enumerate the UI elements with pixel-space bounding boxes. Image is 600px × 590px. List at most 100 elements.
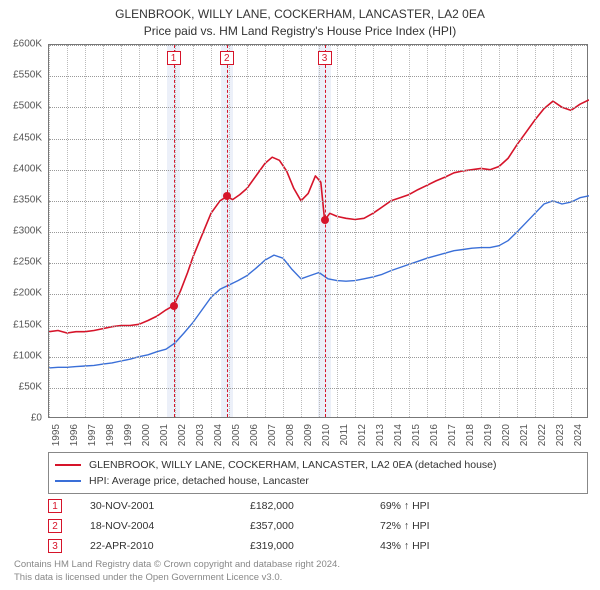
gridline-v	[427, 45, 428, 417]
event-number-box: 3	[48, 539, 62, 553]
x-tick-label: 2010	[321, 424, 332, 446]
gridline-h	[49, 201, 587, 202]
x-tick-label: 2009	[303, 424, 314, 446]
gridline-v	[67, 45, 68, 417]
event-date: 18-NOV-2004	[90, 520, 250, 532]
x-tick-label: 2013	[375, 424, 386, 446]
x-tick-label: 2018	[465, 424, 476, 446]
gridline-h	[49, 294, 587, 295]
gridline-h	[49, 326, 587, 327]
x-tick-label: 2019	[483, 424, 494, 446]
x-tick-label: 2003	[195, 424, 206, 446]
title-block: GLENBROOK, WILLY LANE, COCKERHAM, LANCAS…	[0, 0, 600, 40]
footer-line-2: This data is licensed under the Open Gov…	[14, 572, 340, 584]
event-pct-vs-hpi: 72% ↑ HPI	[380, 520, 588, 532]
x-tick-label: 1996	[69, 424, 80, 446]
x-tick-label: 2015	[411, 424, 422, 446]
event-number-box: 1	[48, 499, 62, 513]
chart-container: GLENBROOK, WILLY LANE, COCKERHAM, LANCAS…	[0, 0, 600, 590]
legend-row-property: GLENBROOK, WILLY LANE, COCKERHAM, LANCAS…	[55, 457, 581, 473]
x-tick-label: 2022	[537, 424, 548, 446]
y-tick-label: £500K	[0, 101, 42, 112]
y-tick-label: £100K	[0, 350, 42, 361]
gridline-v	[337, 45, 338, 417]
gridline-v	[247, 45, 248, 417]
event-price: £357,000	[250, 520, 380, 532]
gridline-v	[229, 45, 230, 417]
plot-region: 123	[48, 44, 588, 418]
footer: Contains HM Land Registry data © Crown c…	[14, 559, 340, 584]
gridline-v	[463, 45, 464, 417]
x-tick-label: 2012	[357, 424, 368, 446]
gridline-v	[409, 45, 410, 417]
gridline-h	[49, 357, 587, 358]
y-tick-label: £250K	[0, 257, 42, 268]
legend: GLENBROOK, WILLY LANE, COCKERHAM, LANCAS…	[48, 452, 588, 494]
gridline-v	[121, 45, 122, 417]
gridline-h	[49, 107, 587, 108]
events-table-row: 3 22-APR-2010£319,00043% ↑ HPI	[48, 536, 588, 556]
gridline-v	[139, 45, 140, 417]
x-tick-label: 2014	[393, 424, 404, 446]
gridline-v	[193, 45, 194, 417]
gridline-h	[49, 170, 587, 171]
x-tick-label: 2007	[267, 424, 278, 446]
x-tick-label: 1999	[123, 424, 134, 446]
gridline-h	[49, 232, 587, 233]
event-line	[227, 45, 228, 417]
gridline-v	[211, 45, 212, 417]
event-line	[174, 45, 175, 417]
events-table-row: 130-NOV-2001£182,00069% ↑ HPI	[48, 496, 588, 516]
y-tick-label: £350K	[0, 194, 42, 205]
event-pct-vs-hpi: 43% ↑ HPI	[380, 540, 588, 552]
gridline-h	[49, 139, 587, 140]
gridline-h	[49, 388, 587, 389]
gridline-v	[85, 45, 86, 417]
gridline-v	[571, 45, 572, 417]
event-pct-vs-hpi: 69% ↑ HPI	[380, 500, 588, 512]
event-number-box: 2	[48, 519, 62, 533]
x-tick-label: 2004	[213, 424, 224, 446]
x-tick-label: 1995	[51, 424, 62, 446]
gridline-v	[175, 45, 176, 417]
event-marker-dot	[170, 302, 178, 310]
x-tick-label: 1998	[105, 424, 116, 446]
gridline-v	[49, 45, 50, 417]
x-tick-label: 2017	[447, 424, 458, 446]
y-tick-label: £200K	[0, 288, 42, 299]
gridline-v	[301, 45, 302, 417]
x-tick-label: 1997	[87, 424, 98, 446]
title-line-1: GLENBROOK, WILLY LANE, COCKERHAM, LANCAS…	[0, 6, 600, 23]
event-price: £319,000	[250, 540, 380, 552]
event-date: 22-APR-2010	[90, 540, 250, 552]
event-marker-dot	[321, 216, 329, 224]
gridline-v	[481, 45, 482, 417]
y-tick-label: £50K	[0, 381, 42, 392]
gridline-v	[103, 45, 104, 417]
legend-label-hpi: HPI: Average price, detached house, Lanc…	[89, 475, 309, 487]
x-tick-label: 2016	[429, 424, 440, 446]
gridline-v	[445, 45, 446, 417]
x-tick-label: 2011	[339, 424, 350, 446]
y-tick-label: £150K	[0, 319, 42, 330]
event-price: £182,000	[250, 500, 380, 512]
gridline-v	[391, 45, 392, 417]
gridline-h	[49, 45, 587, 46]
x-tick-label: 2000	[141, 424, 152, 446]
gridline-v	[355, 45, 356, 417]
title-line-2: Price paid vs. HM Land Registry's House …	[0, 23, 600, 40]
y-tick-label: £0	[0, 413, 42, 424]
gridline-v	[265, 45, 266, 417]
event-line	[325, 45, 326, 417]
gridline-v	[283, 45, 284, 417]
x-tick-label: 2023	[555, 424, 566, 446]
event-marker-dot	[223, 192, 231, 200]
legend-row-hpi: HPI: Average price, detached house, Lanc…	[55, 473, 581, 489]
gridline-v	[373, 45, 374, 417]
legend-swatch-hpi	[55, 480, 81, 482]
x-tick-label: 2024	[573, 424, 584, 446]
x-tick-label: 2020	[501, 424, 512, 446]
events-table: 130-NOV-2001£182,00069% ↑ HPI218-NOV-200…	[48, 496, 588, 556]
chart-area: 123 £0£50K£100K£150K£200K£250K£300K£350K…	[48, 44, 588, 418]
event-number-box: 2	[220, 51, 234, 65]
